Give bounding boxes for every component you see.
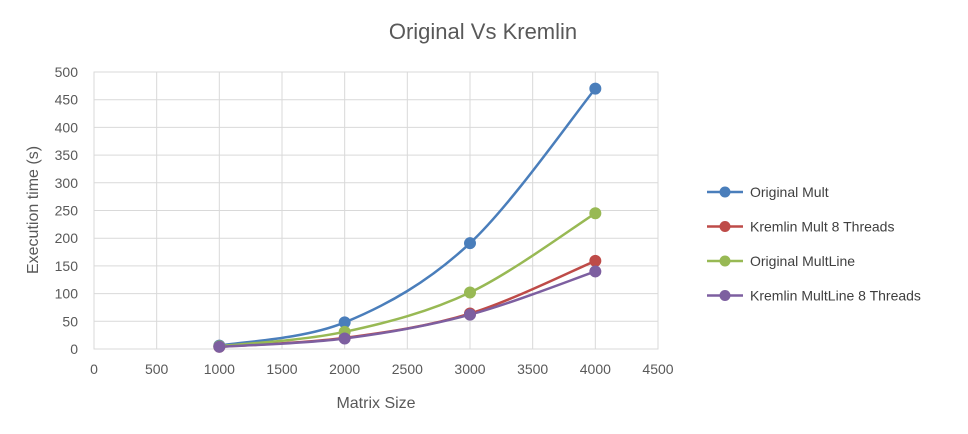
- y-tick-label: 400: [55, 119, 79, 135]
- x-tick-label: 3500: [517, 361, 548, 377]
- y-tick-label: 100: [55, 286, 79, 302]
- series-line-1: [218, 87, 597, 347]
- y-tick-label: 0: [70, 341, 78, 357]
- legend-label: Original MultLine: [750, 253, 855, 269]
- plot-area-border: [93, 71, 659, 350]
- data-point: [464, 237, 476, 250]
- legend-label: Kremlin Mult 8 Threads: [750, 219, 894, 235]
- legend-label: Kremlin MultLine 8 Threads: [750, 288, 921, 304]
- series-lines: [218, 87, 597, 349]
- series-line-4: [218, 270, 597, 349]
- data-point: [589, 82, 602, 95]
- y-tick-label: 500: [55, 64, 79, 80]
- data-point: [589, 265, 602, 278]
- legend: Original Mult Kremlin Mult 8 Threads Origi…: [707, 184, 921, 304]
- x-tick-label: 2000: [329, 361, 360, 377]
- legend-item: Kremlin Mult 8 Threads: [707, 219, 894, 235]
- y-tick-label: 200: [55, 230, 79, 246]
- data-point: [464, 286, 476, 299]
- legend-marker: [719, 255, 731, 267]
- x-tick-label: 0: [90, 361, 98, 377]
- x-tick-label: 4000: [580, 361, 611, 377]
- legend-marker: [719, 290, 731, 301]
- y-tick-label: 300: [55, 175, 79, 191]
- chart-title: Original Vs Kremlin: [389, 19, 577, 44]
- legend-item: Original Mult: [707, 184, 829, 200]
- data-point: [338, 332, 351, 345]
- series-line-3: [218, 212, 597, 348]
- x-axis-title: Matrix Size: [336, 395, 415, 412]
- legend-marker: [719, 221, 731, 232]
- x-tick-label: 3000: [454, 361, 485, 377]
- y-tick-label: 50: [62, 313, 78, 329]
- y-axis-title: Execution time (s): [25, 146, 42, 274]
- gridlines: [93, 71, 659, 350]
- y-tick-label: 350: [55, 147, 79, 163]
- legend-item: Kremlin MultLine 8 Threads: [707, 288, 921, 304]
- legend-label: Original Mult: [750, 184, 829, 200]
- y-tick-label: 250: [55, 203, 79, 219]
- x-tick-label: 1500: [266, 361, 297, 377]
- data-point: [213, 340, 226, 353]
- tick-labels: 0 500 1000 1500 2000 2500 3000 3500 4000 4500 0 50 1…: [55, 64, 674, 377]
- data-points: [213, 82, 602, 353]
- x-tick-label: 1000: [204, 361, 235, 377]
- data-point: [589, 207, 602, 220]
- legend-item: Original MultLine: [707, 253, 855, 269]
- legend-marker: [719, 186, 731, 198]
- x-tick-label: 4500: [642, 361, 673, 377]
- x-tick-label: 2500: [392, 361, 423, 377]
- data-point: [589, 254, 602, 267]
- data-point: [464, 308, 476, 321]
- y-tick-label: 150: [55, 258, 79, 274]
- y-tick-label: 450: [55, 92, 79, 108]
- x-tick-label: 500: [145, 361, 169, 377]
